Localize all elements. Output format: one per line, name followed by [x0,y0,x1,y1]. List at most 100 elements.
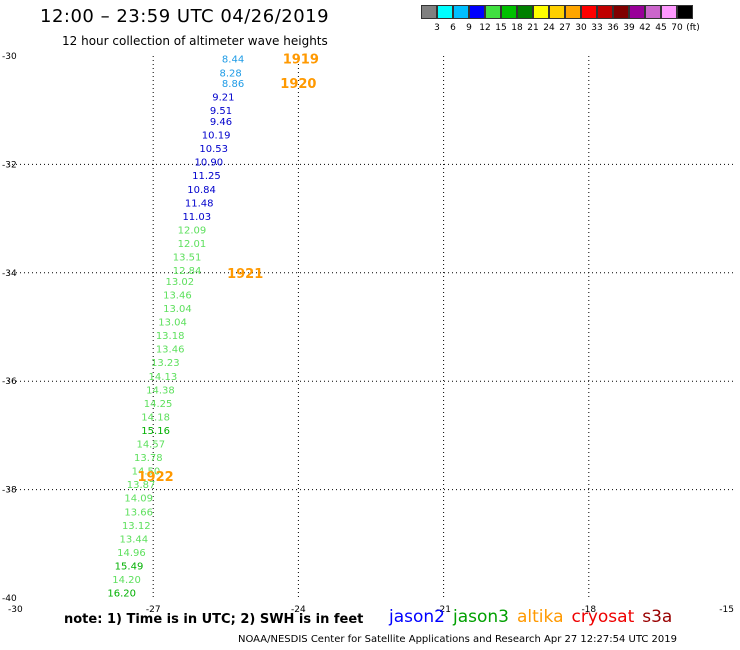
wave-height-value: 14.96 [117,548,146,559]
legend-cryosat: cryosat [571,607,635,627]
wave-height-value: 8.86 [222,79,244,90]
x-tick-label: -21 [436,605,451,615]
wave-height-value: 14.13 [149,372,178,383]
wave-height-value: 12.01 [178,239,207,250]
scale-swatch [453,5,469,19]
scale-label: 45 [655,23,667,33]
x-tick-label: -30 [8,605,23,615]
scale-label: 12 [479,23,491,33]
wave-height-value: 12.09 [178,225,207,236]
scale-swatch [517,5,533,19]
legend-s3a: s3a [642,607,673,627]
y-tick-label: -32 [2,160,17,170]
scale-label: 39 [623,23,635,33]
scale-label: (ft) [686,23,700,33]
wave-height-value: 13.46 [163,290,192,301]
legend-altika: altika [517,607,564,627]
pass-number-label: 1920 [280,77,316,92]
scale-swatch [677,5,693,19]
x-tick-label: -18 [581,605,596,615]
wave-height-value: 13.87 [127,480,156,491]
wave-height-value: 13.12 [122,521,151,532]
satellite-legend: jason2 jason3 altika cryosat s3a [389,607,680,627]
y-tick-label: -40 [2,594,17,604]
legend-jason3: jason3 [453,607,509,627]
wave-height-value: 13.18 [156,331,185,342]
axis-ticks: -30 -27 -24 -21 -18 -15 -30 -32 -34 -36 -38 -40 [2,52,734,615]
wave-height-value: 14.25 [144,399,173,410]
pass-number-label: 1921 [227,267,263,282]
wave-height-value: 11.25 [192,171,221,182]
wave-height-value: 14.38 [146,385,175,396]
wave-height-value: 13.02 [165,277,194,288]
wave-height-value: 13.78 [134,453,163,464]
scale-swatch [549,5,565,19]
wave-height-value: 9.21 [212,93,234,104]
credit-line: NOAA/NESDIS Center for Satellite Applica… [238,634,677,645]
wave-height-value: 11.48 [185,198,214,209]
scale-label: 9 [466,23,472,33]
pass-labels: 1919 1920 1921 1922 [138,53,319,485]
scale-swatch [533,5,549,19]
wave-height-value: 14.50 [132,467,161,478]
note-text: note: 1) Time is in UTC; 2) SWH is in fe… [64,612,364,627]
y-tick-label: -38 [2,486,17,496]
x-tick-label: -24 [291,605,306,615]
observation-values: 8.44 8.288.86 9.21 9.519.46 10.19 10.53 10.90 1… [107,55,244,600]
wave-height-value: 14.57 [136,440,165,451]
wave-height-value: 15.16 [141,426,170,437]
scale-label: 21 [527,23,539,33]
wave-height-value: 10.19 [202,131,231,142]
scale-label: 33 [591,23,603,33]
scale-label: 36 [607,23,619,33]
wave-height-value: 8.28 [220,68,242,79]
page-title: 12:00 – 23:59 UTC 04/26/2019 [40,6,330,27]
wave-height-value: 14.20 [112,575,141,586]
scale-label: 15 [495,23,507,33]
y-tick-label: -36 [2,377,17,387]
wave-height-value: 10.84 [187,185,216,196]
wave-height-value: 8.44 [222,55,244,66]
wave-height-value: 12.84 [173,266,202,277]
scale-swatch [613,5,629,19]
page-subtitle: 12 hour collection of altimeter wave hei… [62,34,328,48]
wave-height-value: 14.09 [124,494,153,505]
legend-jason2: jason2 [389,607,445,627]
wave-height-value: 9.46 [210,117,232,128]
wave-height-value: 13.23 [151,358,180,369]
scale-label: 30 [575,23,587,33]
scale-label: 3 [434,23,440,33]
scale-label: 6 [450,23,456,33]
scale-swatch [485,5,501,19]
wave-height-value: 13.46 [156,345,185,356]
y-tick-label: -34 [2,269,17,279]
x-tick-label: -27 [146,605,161,615]
scale-label: 18 [511,23,523,33]
y-tick-label: -30 [2,52,17,62]
scale-swatch [645,5,661,19]
wave-height-value: 10.90 [195,158,224,169]
wave-height-value: 11.03 [182,212,211,223]
wave-height-value: 13.44 [120,534,149,545]
pass-number-label: 1922 [138,470,174,485]
scale-swatch [661,5,677,19]
scale-swatch [581,5,597,19]
wave-height-value: 13.04 [158,318,187,329]
wave-height-value: 13.66 [124,507,153,518]
scale-label: 70 [671,23,683,33]
scale-swatch [501,5,517,19]
pass-number-label: 1919 [283,53,319,68]
scale-swatch [565,5,581,19]
wave-height-value: 13.51 [173,253,202,264]
wave-height-value: 9.51 [210,106,232,117]
scale-label: 27 [559,23,571,33]
scale-swatch [469,5,485,19]
scale-swatch [597,5,613,19]
scale-swatch [421,5,437,19]
wave-height-value: 16.20 [107,589,136,600]
wave-height-value: 15.49 [115,561,144,572]
scale-swatch [629,5,645,19]
wave-height-value: 14.18 [141,412,170,423]
scale-label: 24 [543,23,555,33]
